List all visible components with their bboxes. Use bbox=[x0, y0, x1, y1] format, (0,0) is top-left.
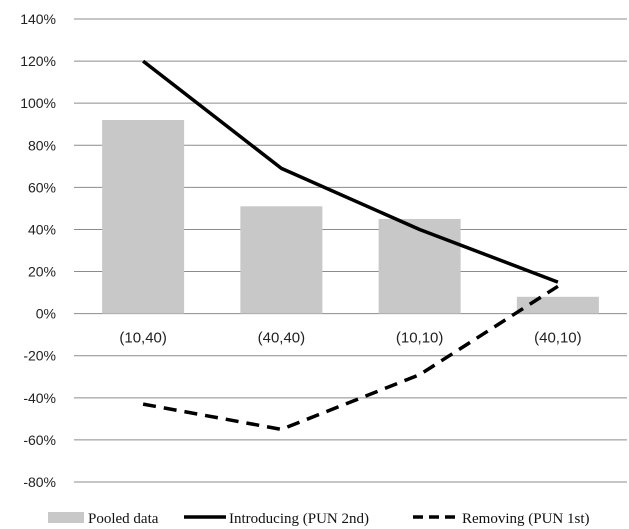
y-tick-label: 140% bbox=[20, 11, 56, 27]
x-category-label: (40,10) bbox=[534, 330, 582, 347]
x-category-label: (10,10) bbox=[396, 330, 444, 347]
y-tick-label: -80% bbox=[23, 474, 56, 490]
y-tick-label: -60% bbox=[23, 432, 56, 448]
legend-label-introducing: Introducing (PUN 2nd) bbox=[229, 511, 369, 527]
y-tick-label: 80% bbox=[28, 137, 56, 153]
y-tick-label: 40% bbox=[28, 221, 56, 237]
y-tick-label: 20% bbox=[28, 264, 56, 280]
legend-label-pooled-data: Pooled data bbox=[88, 511, 159, 527]
x-axis-category-labels: (10,40) (40,40) (10,10) (40,10) bbox=[119, 330, 581, 347]
line-series bbox=[142, 59, 559, 432]
y-tick-label: 60% bbox=[28, 179, 56, 195]
y-tick-label: 100% bbox=[20, 95, 56, 111]
series-line-introducing bbox=[142, 59, 559, 284]
x-category-label: (40,40) bbox=[258, 330, 306, 347]
legend-swatch-pooled-data bbox=[48, 512, 84, 523]
y-tick-label: -40% bbox=[23, 390, 56, 406]
series-line-removing bbox=[142, 284, 559, 432]
bar bbox=[102, 120, 185, 314]
y-axis-tick-labels: 140% 120% 100% 80% 60% 40% 20% 0% -20% -40% -60% -8… bbox=[20, 11, 56, 490]
bar-series bbox=[102, 120, 599, 314]
bar bbox=[378, 218, 461, 314]
x-category-label: (10,40) bbox=[119, 330, 167, 347]
y-tick-label: -20% bbox=[23, 348, 56, 364]
bar bbox=[240, 206, 323, 314]
y-tick-label: 0% bbox=[36, 306, 56, 322]
bar bbox=[516, 296, 599, 314]
y-tick-label: 120% bbox=[20, 53, 56, 69]
legend: Pooled data Introducing (PUN 2nd) Removi… bbox=[48, 511, 590, 527]
legend-label-removing: Removing (PUN 1st) bbox=[462, 511, 590, 527]
